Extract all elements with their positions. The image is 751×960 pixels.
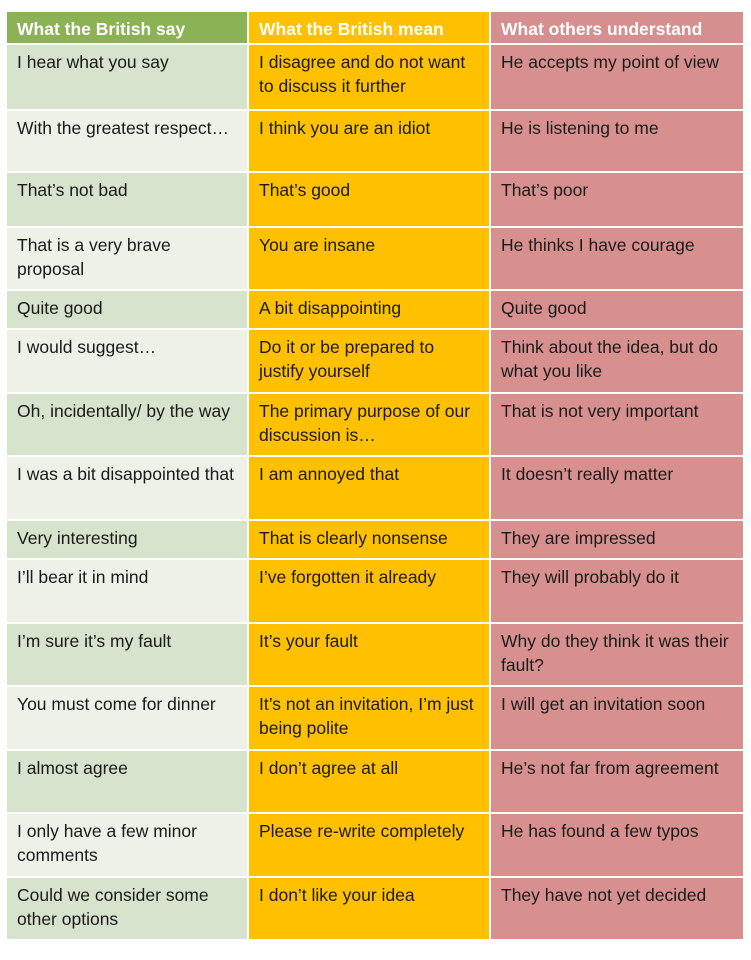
table-row: Very interesting That is clearly nonsens…: [7, 521, 743, 560]
cell-british-say: I almost agree: [7, 751, 249, 814]
table-row: Could we consider some other options I d…: [7, 878, 743, 941]
table-row: With the greatest respect… I think you a…: [7, 111, 743, 173]
cell-others-understand: He is listening to me: [491, 111, 743, 173]
cell-british-mean: I think you are an idiot: [249, 111, 491, 173]
cell-british-mean: I am annoyed that: [249, 457, 491, 521]
cell-others-understand: Quite good: [491, 291, 743, 330]
cell-others-understand: I will get an invitation soon: [491, 687, 743, 751]
cell-british-mean: It’s not an invitation, I’m just being p…: [249, 687, 491, 751]
cell-british-mean: You are insane: [249, 228, 491, 291]
cell-british-mean: That’s good: [249, 173, 491, 228]
cell-others-understand: They have not yet decided: [491, 878, 743, 941]
header-row: What the British say What the British me…: [7, 12, 743, 45]
cell-british-mean: I disagree and do not want to discuss it…: [249, 45, 491, 111]
cell-british-say: That’s not bad: [7, 173, 249, 228]
cell-british-say: I’m sure it’s my fault: [7, 624, 249, 687]
cell-british-say: You must come for dinner: [7, 687, 249, 751]
cell-others-understand: Why do they think it was their fault?: [491, 624, 743, 687]
cell-british-mean: I don’t agree at all: [249, 751, 491, 814]
cell-british-mean: The primary purpose of our discussion is…: [249, 394, 491, 457]
cell-british-mean: Please re-write completely: [249, 814, 491, 878]
table-row: That’s not bad That’s good That’s poor: [7, 173, 743, 228]
cell-british-mean: It’s your fault: [249, 624, 491, 687]
cell-british-mean: I don’t like your idea: [249, 878, 491, 941]
cell-others-understand: That’s poor: [491, 173, 743, 228]
cell-others-understand: He’s not far from agreement: [491, 751, 743, 814]
cell-british-say: That is a very brave proposal: [7, 228, 249, 291]
table-row: Oh, incidentally/ by the way The primary…: [7, 394, 743, 457]
cell-british-say: I’ll bear it in mind: [7, 560, 249, 624]
table-row: I only have a few minor comments Please …: [7, 814, 743, 878]
cell-others-understand: They are impressed: [491, 521, 743, 560]
cell-british-mean: Do it or be prepared to justify yourself: [249, 330, 491, 394]
cell-british-say: Oh, incidentally/ by the way: [7, 394, 249, 457]
cell-british-mean: A bit disappointing: [249, 291, 491, 330]
cell-others-understand: Think about the idea, but do what you li…: [491, 330, 743, 394]
cell-british-say: I was a bit disappointed that: [7, 457, 249, 521]
table-row: I’m sure it’s my fault It’s your fault W…: [7, 624, 743, 687]
cell-british-mean: I’ve forgotten it already: [249, 560, 491, 624]
cell-others-understand: He accepts my point of view: [491, 45, 743, 111]
british-phrases-sheet: What the British say What the British me…: [7, 12, 743, 941]
cell-british-say: Quite good: [7, 291, 249, 330]
cell-british-say: I only have a few minor comments: [7, 814, 249, 878]
cell-others-understand: He has found a few typos: [491, 814, 743, 878]
table-row: You must come for dinner It’s not an inv…: [7, 687, 743, 751]
header-british-mean: What the British mean: [249, 12, 491, 45]
table-row: Quite good A bit disappointing Quite goo…: [7, 291, 743, 330]
cell-others-understand: He thinks I have courage: [491, 228, 743, 291]
cell-british-say: Could we consider some other options: [7, 878, 249, 941]
table-row: I hear what you say I disagree and do no…: [7, 45, 743, 111]
british-phrases-table: What the British say What the British me…: [7, 12, 743, 941]
cell-others-understand: They will probably do it: [491, 560, 743, 624]
table-row: That is a very brave proposal You are in…: [7, 228, 743, 291]
table-row: I’ll bear it in mind I’ve forgotten it a…: [7, 560, 743, 624]
cell-british-say: I hear what you say: [7, 45, 249, 111]
header-british-say: What the British say: [7, 12, 249, 45]
cell-british-say: With the greatest respect…: [7, 111, 249, 173]
cell-british-say: I would suggest…: [7, 330, 249, 394]
cell-british-mean: That is clearly nonsense: [249, 521, 491, 560]
header-others-understand: What others understand: [491, 12, 743, 45]
cell-others-understand: That is not very important: [491, 394, 743, 457]
cell-british-say: Very interesting: [7, 521, 249, 560]
table-row: I was a bit disappointed that I am annoy…: [7, 457, 743, 521]
table-row: I almost agree I don’t agree at all He’s…: [7, 751, 743, 814]
cell-others-understand: It doesn’t really matter: [491, 457, 743, 521]
table-row: I would suggest… Do it or be prepared to…: [7, 330, 743, 394]
